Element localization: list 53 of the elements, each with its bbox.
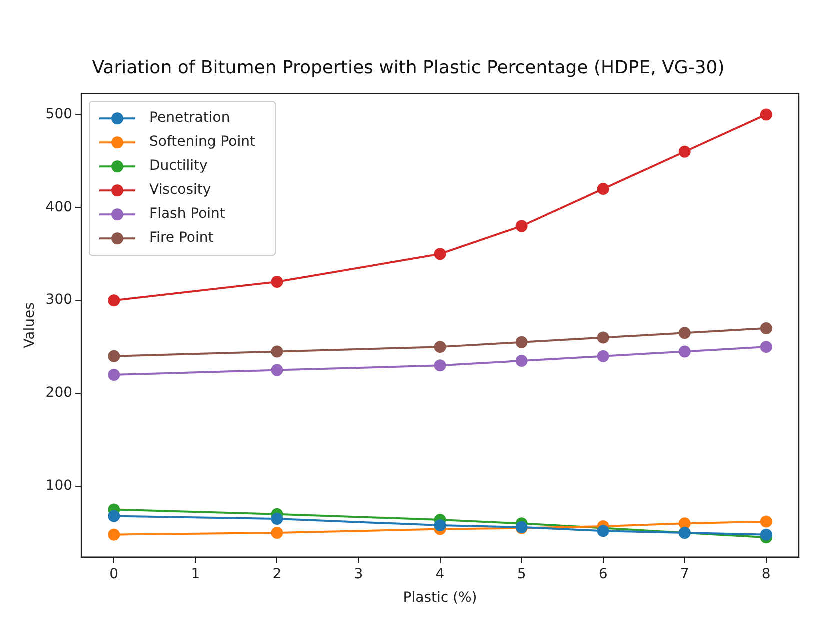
point <box>108 294 120 307</box>
legend-label: Fire Point <box>150 230 214 246</box>
point <box>678 518 691 530</box>
point <box>108 350 120 362</box>
x-tick-label: 5 <box>517 566 526 582</box>
legend-label: Softening Point <box>150 134 256 150</box>
x-axis-title: Plastic (%) <box>403 590 478 606</box>
point <box>271 346 284 358</box>
point <box>434 520 446 532</box>
point <box>760 341 772 354</box>
point <box>108 510 120 522</box>
point <box>108 368 120 381</box>
point <box>434 360 446 372</box>
x-tick-label: 8 <box>762 566 771 582</box>
legend-label: Penetration <box>150 110 230 126</box>
legend-label: Flash Point <box>150 206 226 222</box>
point <box>271 364 284 376</box>
y-tick-label: 500 <box>46 106 73 122</box>
legend-label: Viscosity <box>150 182 212 198</box>
point <box>760 108 772 121</box>
y-tick-label: 200 <box>46 385 73 402</box>
point <box>678 146 691 158</box>
y-tick-label: 100 <box>46 478 73 494</box>
point <box>516 336 528 348</box>
point <box>271 526 284 539</box>
x-tick-label: 7 <box>680 566 690 582</box>
point <box>678 346 691 358</box>
point <box>597 525 610 538</box>
point <box>108 528 120 541</box>
x-tick-label: 2 <box>272 566 282 582</box>
x-tick-label: 6 <box>598 566 608 582</box>
point <box>597 350 610 362</box>
x-tick-label: 0 <box>110 566 119 582</box>
x-tick-label: 3 <box>354 566 364 582</box>
y-axis-title: Values <box>22 302 38 348</box>
point <box>516 220 528 232</box>
x-tick-label: 4 <box>436 566 445 582</box>
point <box>271 513 284 526</box>
point <box>271 276 284 288</box>
point <box>760 516 772 528</box>
y-tick-label: 300 <box>46 292 73 308</box>
y-tick-label: 400 <box>46 199 73 216</box>
point <box>760 528 772 541</box>
point <box>434 248 446 260</box>
point <box>760 322 772 334</box>
x-tick-label: 1 <box>191 566 200 582</box>
chart-title: Variation of Bitumen Properties with Plastic Percentage (HDPE, VG-30) <box>92 57 725 78</box>
point <box>516 355 528 368</box>
legend-label: Ductility <box>150 158 208 174</box>
point <box>597 332 610 344</box>
point <box>597 183 610 196</box>
point <box>678 327 691 340</box>
point <box>434 341 446 354</box>
